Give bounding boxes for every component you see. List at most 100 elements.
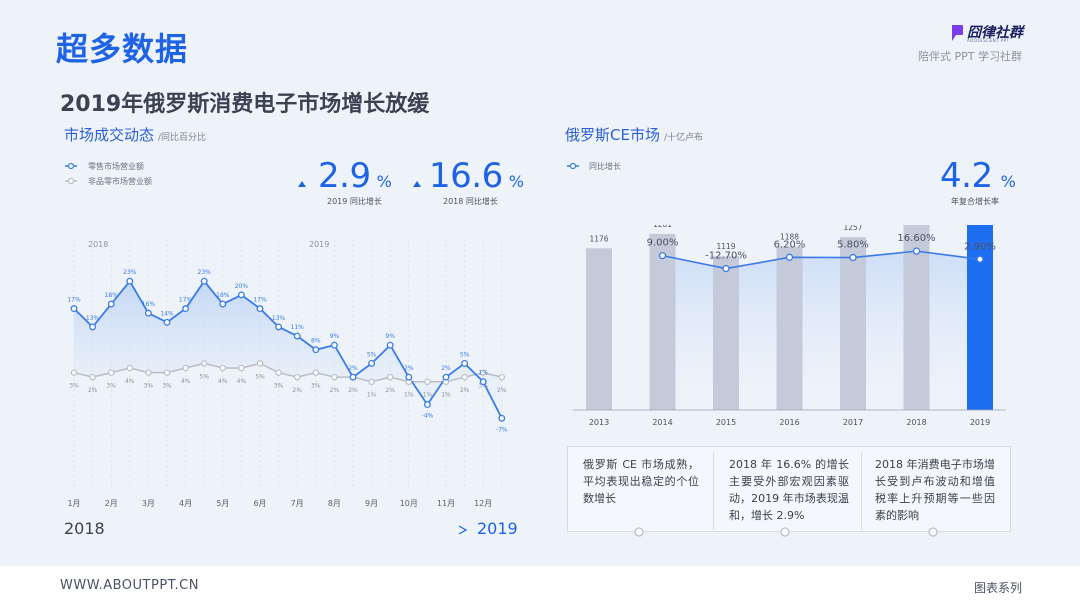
note-3: 2018 年消费电子市场增长受到卢布波动和增值税率上升预期等一些因素的影响 bbox=[875, 458, 995, 522]
growth-label: 9.00% bbox=[647, 238, 679, 249]
growth-label: 16.60% bbox=[897, 233, 935, 244]
point-nonfood bbox=[498, 373, 505, 381]
data-label-nonfood: 5% bbox=[255, 373, 265, 380]
data-label-nonfood: 3% bbox=[144, 383, 154, 390]
kpi-cagr: 4.2% bbox=[940, 156, 1016, 196]
point-retail bbox=[144, 309, 152, 317]
footer-url[interactable]: WWW.ABOUTPPT.CN bbox=[60, 578, 199, 593]
growth-legend-icon bbox=[567, 162, 579, 170]
point-retail bbox=[461, 359, 469, 367]
data-label-retail: 17% bbox=[179, 297, 193, 304]
bar-chart: 1176 2013 1281 2014 1119 2015 1188 2016 1257 2017… bbox=[573, 225, 1006, 427]
logo-name: 囧律社群 bbox=[967, 25, 1023, 41]
point-retail bbox=[442, 373, 450, 381]
notes-divider bbox=[713, 452, 714, 530]
kpi-cagr-caption: 年复合增长率 bbox=[951, 197, 999, 206]
header-subtitle: 陪伴式 PPT 学习社群 bbox=[918, 50, 1022, 63]
data-label-retail: 9% bbox=[330, 333, 340, 340]
point-nonfood bbox=[89, 373, 96, 381]
data-label-nonfood: 2% bbox=[460, 387, 470, 394]
kpi-2019-unit: % bbox=[376, 172, 392, 191]
category-label: 2014 bbox=[652, 418, 672, 427]
data-label-retail: 1% bbox=[478, 370, 488, 377]
growth-point bbox=[658, 251, 667, 260]
logo-icon bbox=[952, 25, 963, 41]
point-retail bbox=[405, 373, 413, 381]
left-heading-text: 市场成交动态 bbox=[64, 126, 155, 144]
up-triangle-icon bbox=[298, 181, 306, 187]
data-label-retail: 2% bbox=[404, 365, 414, 372]
growth-point bbox=[976, 255, 984, 263]
data-label-nonfood: 3% bbox=[478, 383, 488, 390]
month-label: 11月 bbox=[437, 499, 455, 508]
data-label-retail: 18% bbox=[216, 292, 230, 299]
bar-value-label: 1119 bbox=[716, 242, 735, 251]
data-label-retail: 9% bbox=[385, 333, 395, 340]
left-heading: 市场成交动态/同比百分比 bbox=[64, 124, 206, 145]
right-heading-text: 俄罗斯CE市场 bbox=[565, 126, 660, 144]
timeline-end: 2019 bbox=[477, 519, 518, 538]
kpi-2019: 2.9% bbox=[318, 156, 392, 196]
timeline-start: 2018 bbox=[64, 519, 105, 538]
month-label: 7月 bbox=[291, 499, 304, 508]
data-label-nonfood: 1% bbox=[367, 392, 377, 399]
data-label-nonfood: 1% bbox=[423, 392, 433, 399]
point-retail bbox=[330, 341, 338, 349]
point-nonfood bbox=[424, 378, 431, 385]
point-nonfood bbox=[461, 373, 468, 381]
month-label: 10月 bbox=[400, 499, 418, 508]
bar bbox=[586, 248, 612, 410]
line-chart-points: 3% 2% 3% 4% 3% 3% 4% 5% 4% 4% 5% 3% 2% 3% 2% 2% 1% 2% 1% 1%… bbox=[67, 269, 508, 433]
legend-label-retail: 零售市场营业额 bbox=[88, 162, 144, 171]
data-label-nonfood: 3% bbox=[69, 383, 79, 390]
data-label-retail: 5% bbox=[367, 351, 377, 358]
point-nonfood bbox=[275, 369, 282, 376]
point-retail bbox=[163, 318, 171, 326]
point-retail bbox=[256, 305, 264, 313]
kpi-2018-value: 16.6 bbox=[429, 156, 503, 196]
growth-point bbox=[722, 264, 730, 273]
data-label-nonfood: 2% bbox=[330, 387, 340, 394]
main-title: 2019年俄罗斯消费电子市场增长放缓 bbox=[60, 92, 430, 117]
bar bbox=[776, 246, 803, 410]
area-band bbox=[74, 281, 502, 419]
kpi-2019-value: 2.9 bbox=[318, 156, 371, 196]
category-label: 2019 bbox=[970, 418, 990, 427]
chart-grid bbox=[73, 240, 503, 487]
note-1: 俄罗斯 CE 市场成熟，平均表现出稳定的个位数增长 bbox=[583, 458, 699, 505]
legend-item-retail bbox=[65, 162, 77, 170]
data-label-nonfood: 3% bbox=[274, 383, 284, 390]
logo-sub: ADOLESCENT PPT bbox=[967, 38, 1010, 43]
point-nonfood bbox=[387, 373, 394, 381]
right-heading: 俄罗斯CE市场/十亿卢布 bbox=[565, 124, 703, 145]
right-heading-unit: /十亿卢布 bbox=[663, 133, 703, 143]
data-label-retail: -4% bbox=[422, 413, 434, 420]
data-label-retail: 17% bbox=[253, 297, 267, 304]
category-label: 2018 bbox=[906, 418, 926, 427]
data-label-retail: 23% bbox=[123, 269, 137, 276]
year-label-2018: 2018 bbox=[88, 240, 108, 249]
bar bbox=[840, 237, 866, 410]
data-label-retail: 13% bbox=[272, 315, 286, 322]
growth-point bbox=[849, 253, 857, 262]
month-label: 5月 bbox=[216, 499, 229, 508]
month-label: 1月 bbox=[67, 499, 80, 508]
left-legend bbox=[65, 162, 77, 185]
footer-bar bbox=[0, 566, 1080, 608]
bar bbox=[967, 225, 993, 410]
point-nonfood bbox=[145, 369, 152, 376]
data-label-nonfood: 4% bbox=[218, 378, 228, 385]
data-label-retail: 5% bbox=[460, 351, 470, 358]
x-axis-labels: 1月 2月 3月 4月 5月 6月 7月 8月 9月 10月 11月 12月 bbox=[67, 499, 492, 508]
data-label-retail: 8% bbox=[311, 338, 321, 345]
data-label-nonfood: 5% bbox=[199, 373, 209, 380]
month-label: 4月 bbox=[179, 499, 192, 508]
data-label-nonfood: 3% bbox=[106, 383, 116, 390]
data-label-retail: 11% bbox=[291, 324, 305, 331]
point-nonfood bbox=[238, 364, 245, 372]
point-retail bbox=[349, 373, 357, 381]
point-nonfood bbox=[219, 364, 226, 372]
data-label-nonfood: 4% bbox=[237, 378, 247, 385]
point-nonfood bbox=[108, 369, 115, 376]
point-nonfood bbox=[331, 373, 338, 381]
